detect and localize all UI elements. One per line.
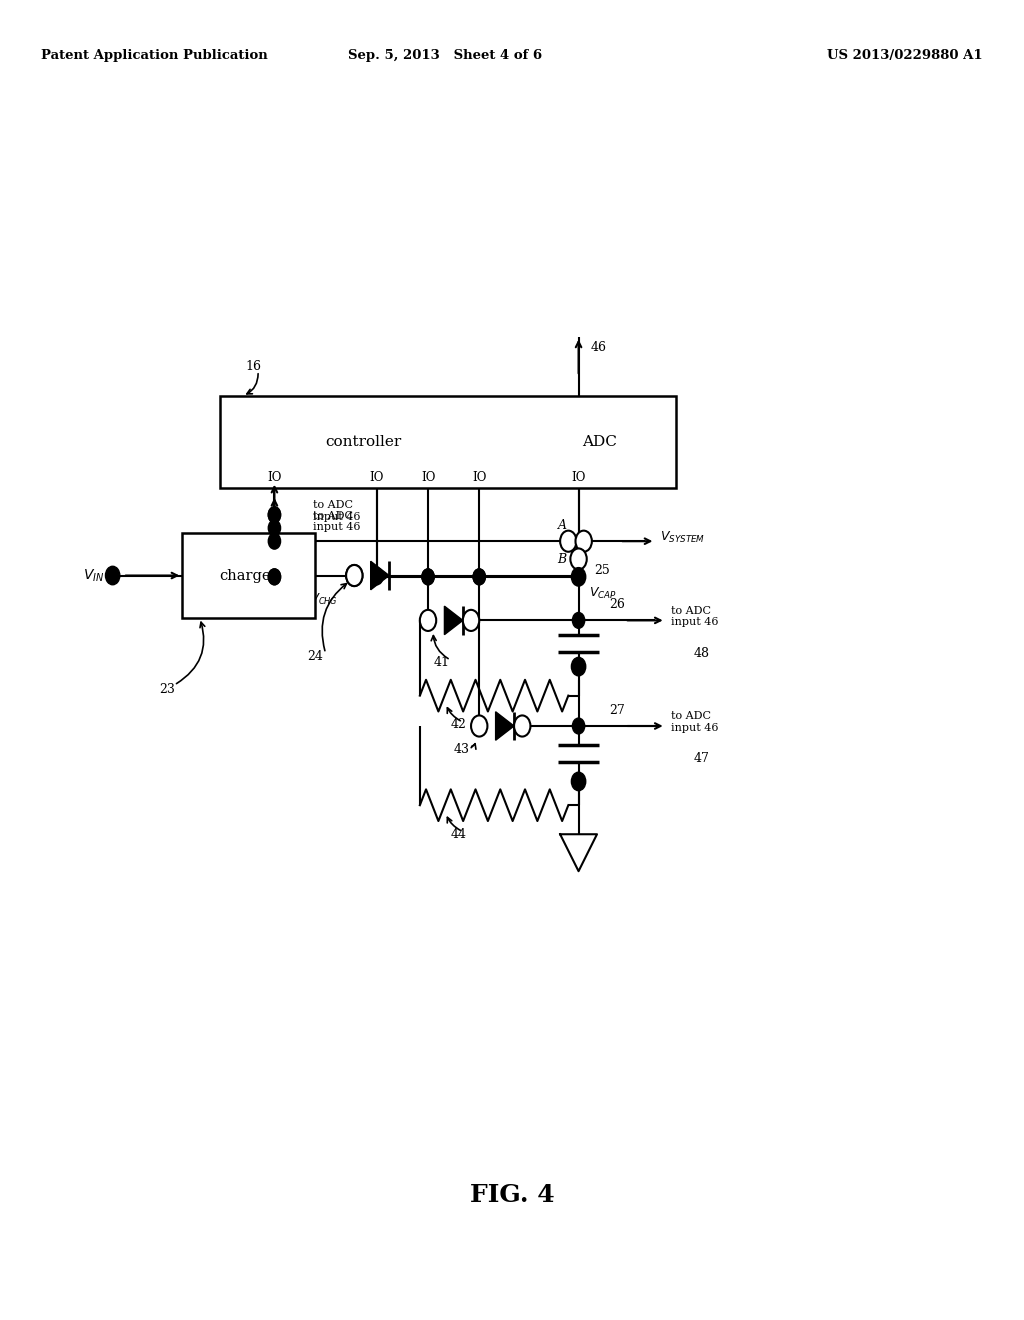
Polygon shape [496,711,514,741]
Text: 46: 46 [591,341,607,354]
Circle shape [268,507,281,523]
Circle shape [268,520,281,536]
Circle shape [268,569,281,585]
Text: 48: 48 [693,647,710,660]
Text: 26: 26 [609,598,626,611]
Circle shape [268,569,281,585]
Circle shape [572,612,585,628]
Text: 24: 24 [307,649,324,663]
Bar [220,396,676,488]
Text: B: B [557,553,566,565]
Text: IO: IO [267,471,282,484]
Circle shape [346,565,362,586]
Text: A: A [558,519,567,532]
Circle shape [471,715,487,737]
Text: to ADC
input 46: to ADC input 46 [313,500,360,521]
Text: 27: 27 [609,704,625,717]
Text: 16: 16 [246,360,262,374]
Text: controller: controller [326,436,401,449]
Circle shape [420,610,436,631]
Polygon shape [371,561,389,590]
Text: 25: 25 [594,564,609,577]
Text: 42: 42 [451,718,467,731]
Circle shape [514,715,530,737]
Bar [182,533,315,618]
Circle shape [473,569,485,585]
Text: Sep. 5, 2013   Sheet 4 of 6: Sep. 5, 2013 Sheet 4 of 6 [348,49,543,62]
Polygon shape [444,606,463,635]
Text: $V_{CHG}$: $V_{CHG}$ [310,591,338,607]
Circle shape [571,568,586,586]
Text: Patent Application Publication: Patent Application Publication [41,49,267,62]
Text: to ADC
input 46: to ADC input 46 [313,511,360,532]
Text: $V_{IN}$: $V_{IN}$ [83,568,104,583]
Text: US 2013/0229880 A1: US 2013/0229880 A1 [827,49,983,62]
Circle shape [268,533,281,549]
Text: charger: charger [219,569,279,582]
Text: IO: IO [472,471,486,484]
Text: ADC: ADC [582,436,616,449]
Text: 44: 44 [451,828,467,841]
Circle shape [572,718,585,734]
Text: 47: 47 [693,752,710,766]
Circle shape [422,569,434,585]
Circle shape [473,569,485,585]
Text: FIG. 4: FIG. 4 [470,1183,554,1206]
Text: 43: 43 [454,743,470,756]
Circle shape [346,565,362,586]
Circle shape [575,531,592,552]
Circle shape [571,772,586,791]
Text: $V_{SYSTEM}$: $V_{SYSTEM}$ [660,529,706,545]
Circle shape [571,657,586,676]
Circle shape [105,566,120,585]
Circle shape [371,569,383,585]
Text: to ADC
input 46: to ADC input 46 [671,606,718,627]
Circle shape [570,549,587,570]
Text: 23: 23 [159,682,175,696]
Circle shape [463,610,479,631]
Circle shape [371,568,383,583]
Text: $V_{CAP}$: $V_{CAP}$ [589,586,616,601]
Text: IO: IO [571,471,586,484]
Circle shape [560,531,577,552]
Text: to ADC
input 46: to ADC input 46 [671,711,718,733]
Text: 41: 41 [433,656,450,669]
Circle shape [268,507,281,523]
Text: IO: IO [370,471,384,484]
Circle shape [422,569,434,585]
Text: IO: IO [421,471,435,484]
